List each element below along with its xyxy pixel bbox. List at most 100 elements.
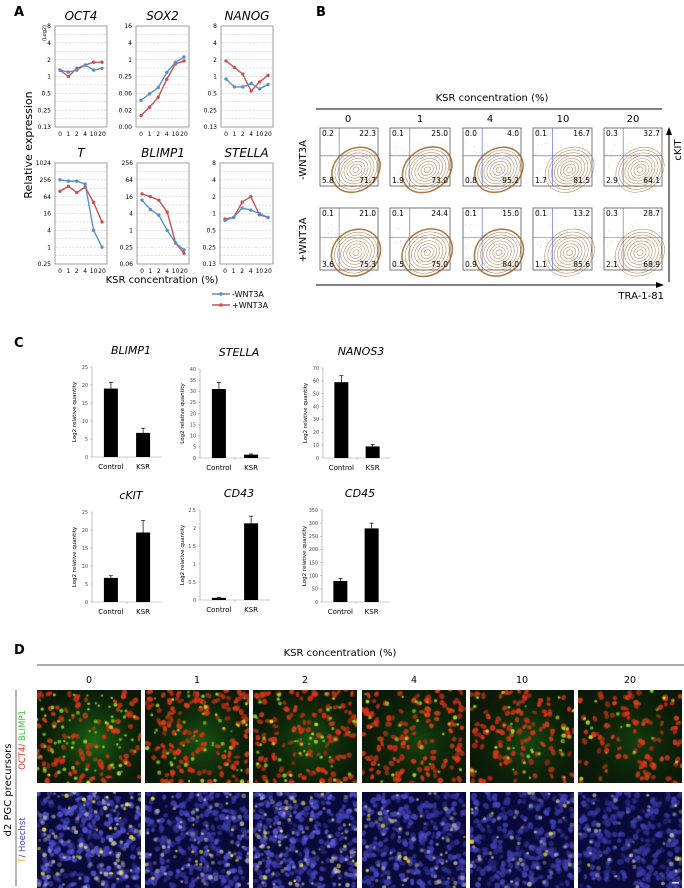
data-point	[249, 194, 253, 199]
bar-control	[211, 389, 226, 458]
flow-event	[611, 259, 613, 261]
flow-event	[371, 175, 373, 177]
data-point	[165, 228, 169, 233]
flow-event	[353, 156, 355, 158]
flow-event	[477, 225, 479, 227]
quadrant-upper-left: 0.1	[392, 129, 404, 138]
flow-event	[577, 182, 578, 184]
flow-event	[442, 170, 444, 172]
flow-event	[647, 177, 649, 178]
flow-contour	[566, 249, 573, 256]
micrograph-row2-ksr-1	[145, 792, 249, 888]
flow-event	[516, 165, 517, 166]
flow-event	[561, 151, 562, 153]
flow-event	[616, 152, 618, 153]
y-tick-label: 2	[213, 57, 217, 64]
flow-event	[499, 245, 500, 247]
flow-event	[479, 169, 481, 170]
flow-event	[569, 235, 571, 237]
flow-event	[358, 261, 360, 263]
flow-event	[622, 143, 623, 145]
bar-ksr	[136, 432, 151, 457]
flow-event	[559, 239, 561, 241]
flow-event	[413, 223, 415, 225]
flow-event	[357, 233, 359, 234]
flow-event	[648, 247, 650, 248]
column-label: 4	[487, 114, 493, 125]
flow-contour	[615, 146, 665, 193]
flow-event	[362, 227, 363, 228]
flow-event	[510, 238, 511, 240]
flow-plot: 0.1 15.0 0.9 84.0	[462, 207, 525, 277]
y-tick-label: 1	[213, 74, 217, 81]
flow-event	[336, 253, 338, 255]
flow-event	[396, 227, 398, 229]
bar-control	[333, 580, 348, 602]
bar-chart-blimp1: BLIMP1 Log2 relative quantity 0 5 10 15 20 25 Co…	[72, 344, 162, 471]
bar-ksr	[136, 532, 151, 602]
flow-event	[466, 260, 468, 262]
flow-event	[540, 233, 541, 235]
flow-event	[329, 145, 331, 147]
flow-event	[396, 146, 397, 148]
y-tick-label: 16	[125, 194, 133, 201]
flow-event	[355, 230, 357, 231]
flow-event	[586, 230, 588, 231]
flow-contour	[636, 166, 644, 173]
flow-event	[400, 180, 401, 182]
flow-event	[570, 160, 571, 161]
category-label: KSR	[136, 463, 150, 471]
flow-event	[336, 246, 338, 248]
flow-event	[586, 254, 588, 256]
flow-event	[652, 169, 654, 170]
flow-event	[499, 227, 500, 228]
flow-event	[630, 158, 632, 159]
panel-label-a: A	[14, 5, 24, 20]
flow-event	[652, 176, 654, 177]
flow-contour	[557, 158, 583, 182]
plot-frame	[135, 25, 190, 128]
flow-event	[405, 230, 407, 232]
column-label: 0	[86, 675, 92, 686]
data-point	[83, 182, 87, 186]
quadrant-upper-left: 0.1	[535, 209, 547, 218]
y-tick-label: 16	[43, 211, 51, 218]
flow-event	[539, 168, 541, 170]
flow-event	[372, 158, 374, 160]
quadrant-lower-right: 75.0	[431, 260, 448, 269]
y-tick-label: 0.13	[203, 261, 217, 268]
data-point	[83, 63, 87, 67]
plot-frame	[54, 162, 108, 265]
flow-event	[434, 157, 435, 158]
y-tick-label: 10	[82, 419, 88, 425]
micrograph-row2-ksr-20	[578, 792, 682, 888]
data-point	[232, 85, 237, 89]
log2-note: (Log2)	[42, 25, 48, 41]
flow-event	[351, 163, 353, 165]
quadrant-lower-left: 1.9	[392, 176, 404, 185]
flow-event	[422, 262, 424, 264]
flow-event	[535, 233, 537, 234]
flow-event	[511, 153, 513, 155]
flow-event	[446, 229, 447, 231]
flow-event	[538, 153, 540, 154]
flow-contour	[423, 166, 431, 173]
flow-event	[436, 182, 438, 184]
x-tick-label: 2	[75, 268, 79, 275]
y-tick-label: 256	[122, 160, 134, 167]
data-point	[58, 68, 62, 72]
flow-event	[362, 236, 364, 238]
flow-event	[346, 267, 348, 268]
x-tick-label: 0	[58, 268, 62, 275]
flow-event	[466, 248, 467, 250]
y-tick-label: 64	[43, 194, 51, 201]
quadrant-lower-left: 3.6	[322, 260, 334, 269]
category-label: Control	[98, 463, 123, 471]
y-tick-label: 25	[82, 510, 88, 516]
flow-contour	[408, 234, 447, 271]
y-tick-label: 0.00	[119, 124, 133, 131]
flow-event	[657, 154, 659, 155]
chart-title: NANOG	[225, 9, 270, 23]
flow-event	[370, 144, 372, 146]
flow-contour	[483, 237, 515, 268]
